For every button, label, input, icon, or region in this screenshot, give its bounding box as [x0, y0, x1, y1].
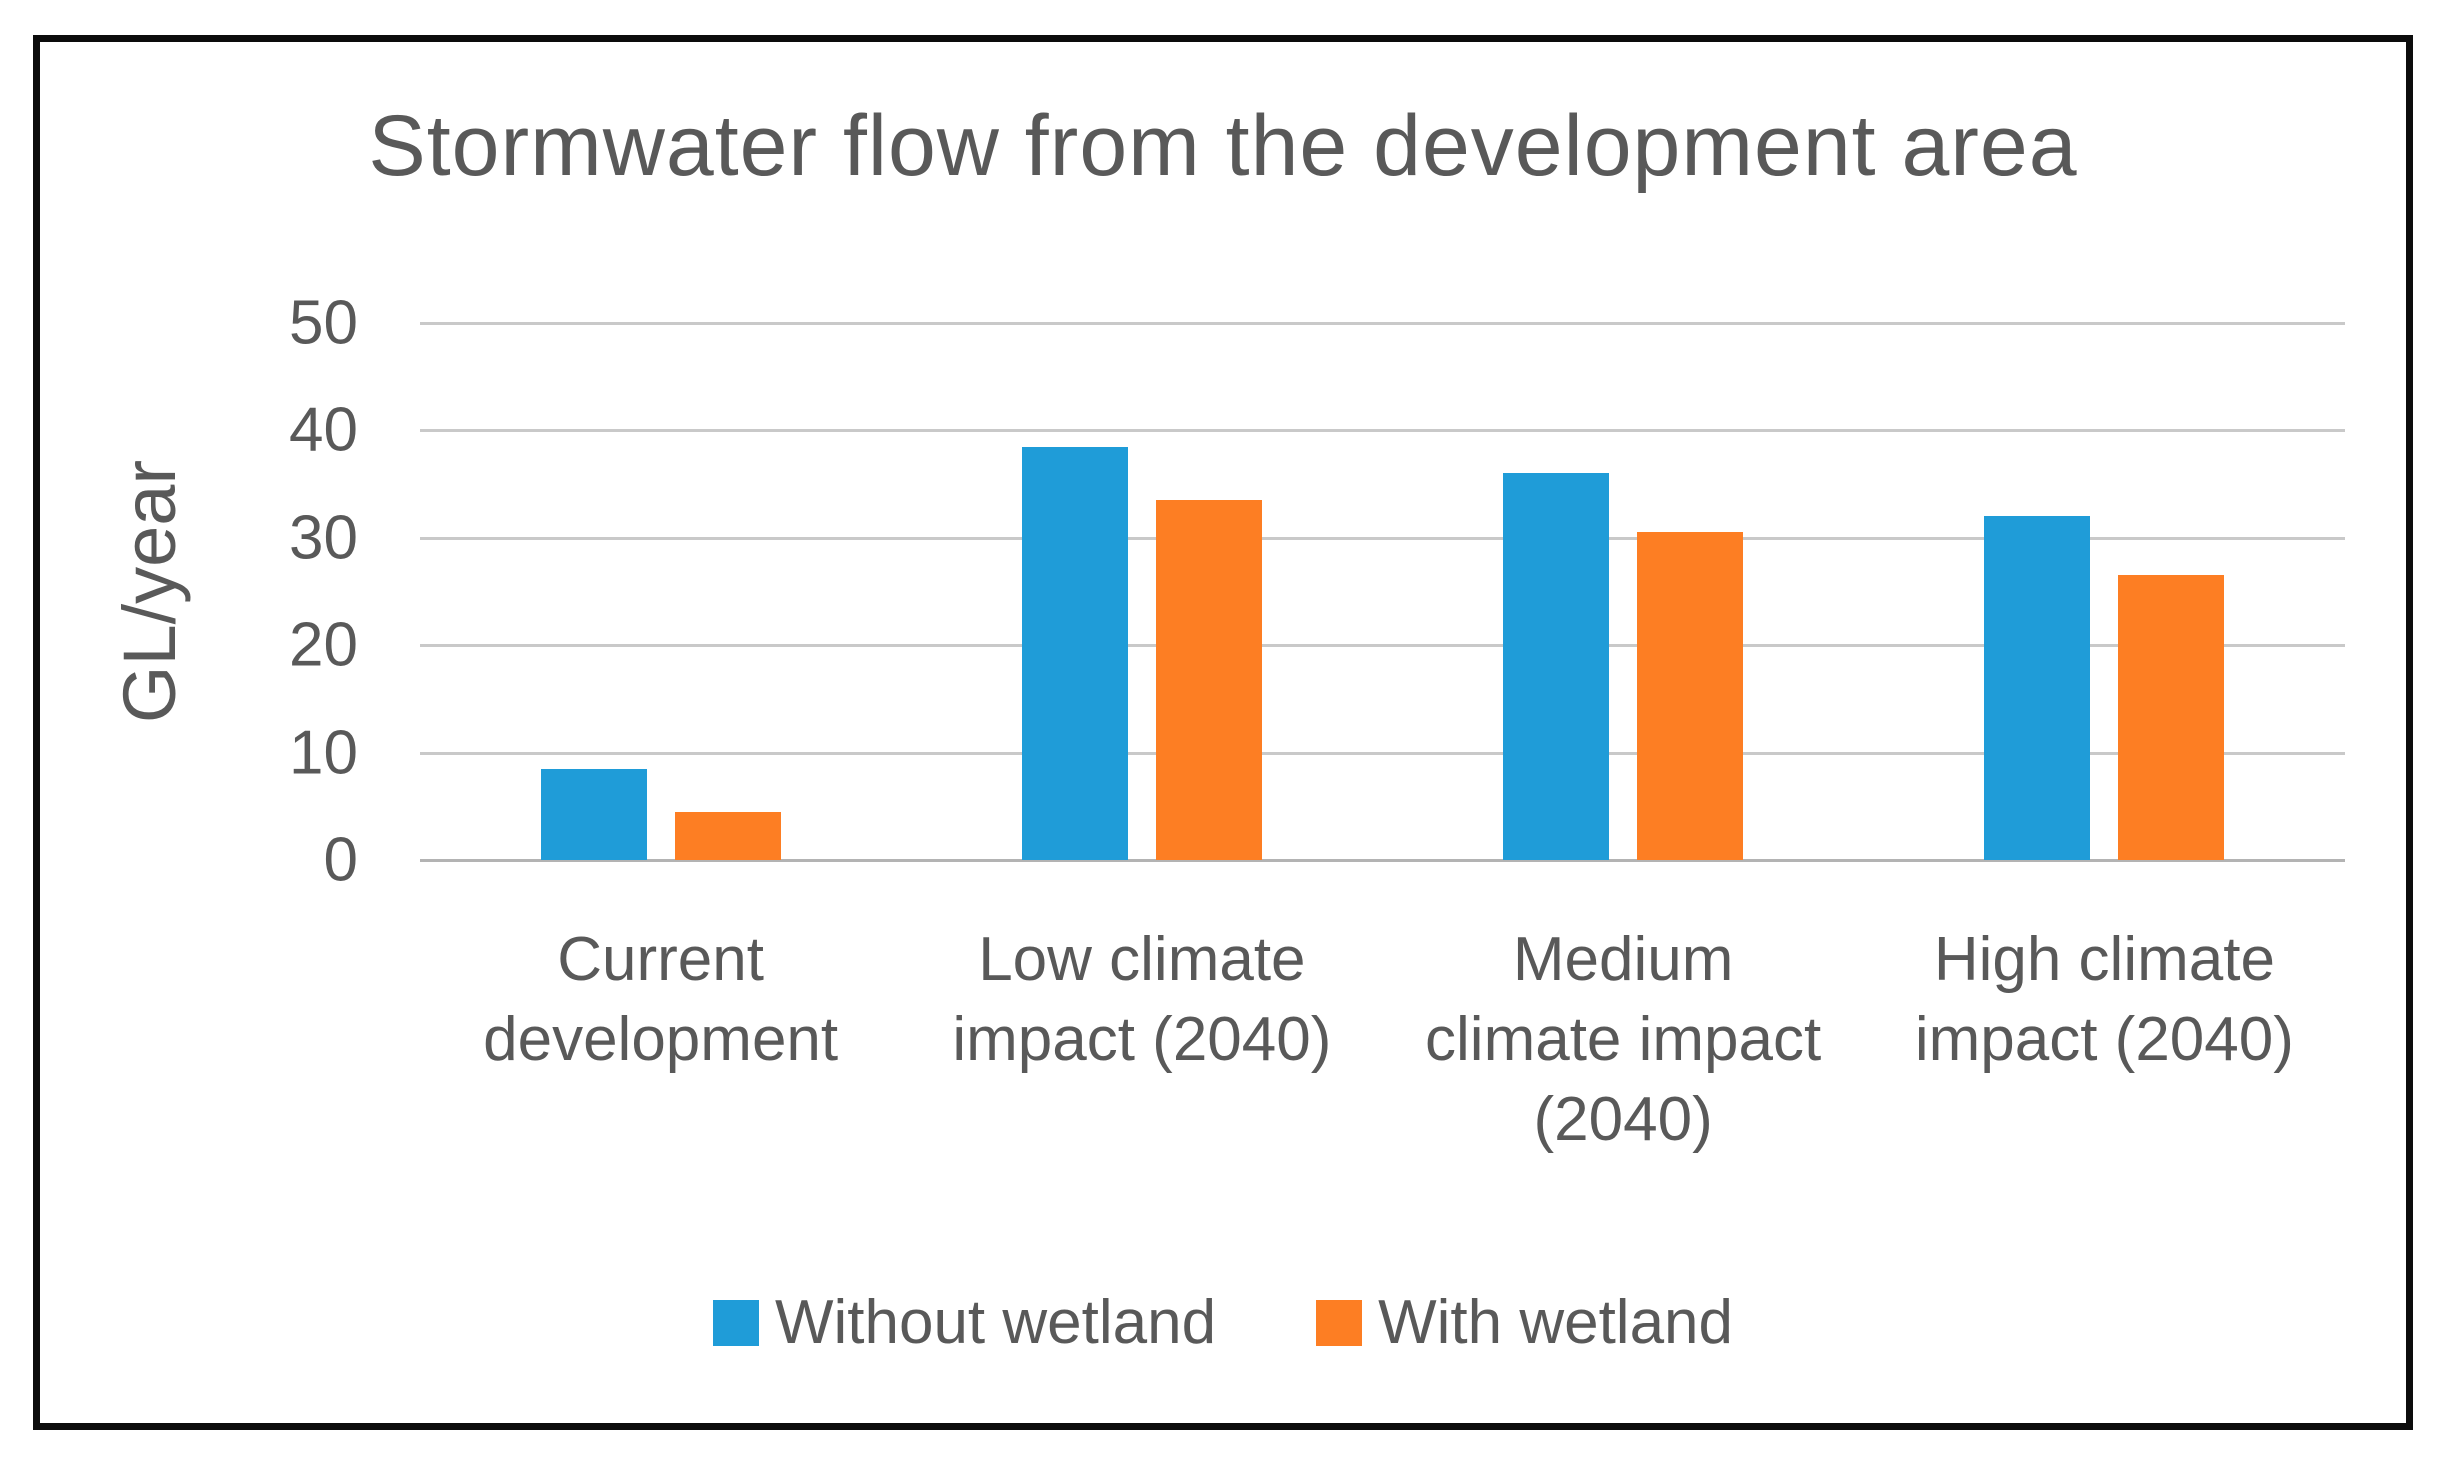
- legend-swatch-icon: [712, 1299, 759, 1346]
- gridline-30: [420, 536, 2345, 540]
- gridline-50: [420, 322, 2345, 325]
- bar-with-wetland-2: [1637, 532, 1744, 860]
- y-tick-label-30: 30: [289, 503, 358, 573]
- gridline-0: [420, 859, 2345, 862]
- bar-without-wetland-1: [1021, 446, 1128, 860]
- x-axis-label-3: High climate impact (2040): [1864, 920, 2345, 1080]
- x-axis-label-line: Current: [557, 925, 764, 994]
- y-tick-label-40: 40: [289, 395, 358, 465]
- gridline-20: [420, 644, 2345, 648]
- legend-label: Without wetland: [774, 1288, 1217, 1357]
- x-axis-label-line: development: [483, 1005, 839, 1074]
- bar-without-wetland-2: [1503, 473, 1610, 860]
- y-tick-label-20: 20: [289, 610, 358, 680]
- x-axis-label-line: Low climate: [978, 925, 1306, 994]
- x-axis-label-line: climate impact: [1425, 1005, 1822, 1074]
- bar-without-wetland-3: [1984, 516, 2091, 860]
- chart-frame: Stormwater flow from the development are…: [33, 35, 2413, 1430]
- legend-label: With wetland: [1378, 1288, 1734, 1357]
- plot-area: [420, 322, 2345, 862]
- bar-with-wetland-0: [674, 811, 781, 860]
- x-axis-label-line: High climate: [1933, 925, 2275, 994]
- y-tick-label-50: 50: [289, 288, 358, 358]
- x-axis-label-line: impact (2040): [1914, 1005, 2294, 1074]
- y-axis-tick-labels: 50 40 30 20 10 0: [40, 289, 358, 895]
- legend-item-with-wetland: With wetland: [1316, 1287, 1733, 1358]
- x-axis-label-line: Medium: [1512, 925, 1734, 994]
- legend: Without wetland With wetland: [40, 1287, 2406, 1358]
- gridline-40: [420, 429, 2345, 433]
- x-axis-label-line: (2040): [1533, 1085, 1713, 1154]
- x-axis-label-0: Current development: [420, 920, 901, 1080]
- x-axis-label-line: impact (2040): [952, 1005, 1332, 1074]
- chart-title: Stormwater flow from the development are…: [368, 98, 2078, 194]
- gridline-10: [420, 751, 2345, 755]
- bar-without-wetland-0: [540, 768, 647, 860]
- bar-with-wetland-3: [2118, 575, 2225, 860]
- legend-item-without-wetland: Without wetland: [712, 1287, 1217, 1358]
- y-tick-label-10: 10: [289, 718, 358, 788]
- y-tick-label-0: 0: [323, 825, 358, 895]
- x-axis-label-1: Low climate impact (2040): [901, 920, 1382, 1080]
- x-axis-label-2: Medium climate impact (2040): [1383, 920, 1864, 1160]
- bar-with-wetland-1: [1155, 500, 1262, 860]
- legend-swatch-icon: [1316, 1299, 1363, 1346]
